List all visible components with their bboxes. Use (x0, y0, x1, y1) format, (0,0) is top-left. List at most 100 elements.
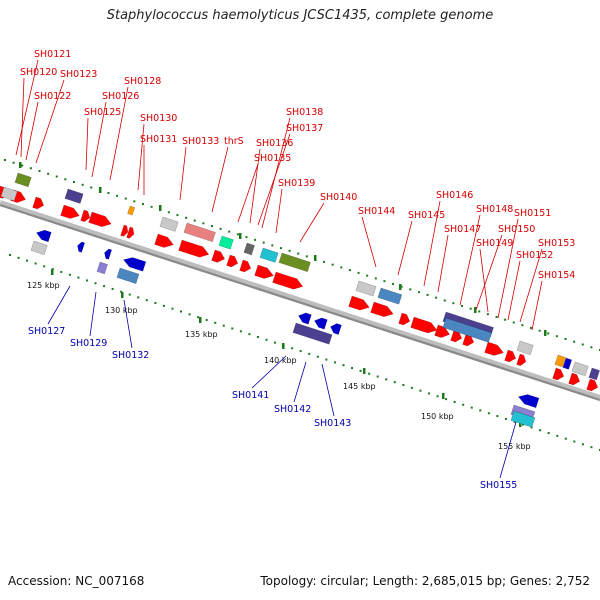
forward-gene-box (377, 287, 403, 305)
tick-dot (162, 304, 165, 307)
tick-dot (333, 361, 336, 364)
reverse-gene-arrow (314, 317, 328, 330)
forward-gene-arrow (239, 259, 252, 273)
upper-tick-row (4, 159, 600, 351)
reverse-label-leader (47, 285, 71, 325)
forward-gene-arrow (516, 353, 527, 366)
forward-gene-arrow (80, 209, 91, 222)
tick-dot (239, 330, 242, 333)
tick-dot (9, 254, 11, 256)
forward-gene-arrow (348, 295, 370, 311)
forward-gene-arrow (370, 301, 394, 318)
forward-gene-label: SH0154 (538, 270, 575, 281)
forward-gene-label: SH0144 (358, 206, 395, 217)
tick-dot (4, 159, 6, 161)
tick-dot (210, 225, 213, 228)
forward-label-leader (437, 234, 449, 293)
genome-summary-text: Topology: circular; Length: 2,685,015 bp… (260, 574, 590, 588)
tick-dot (555, 335, 558, 338)
tick-dot (522, 423, 525, 426)
tick-dot (188, 313, 191, 316)
forward-label-leader (91, 101, 107, 178)
reverse-label-leader (251, 355, 287, 389)
forward-gene-label: SH0147 (444, 224, 481, 235)
tick-dot (34, 262, 37, 265)
forward-label-leader (109, 86, 129, 181)
tick-label: 145 kbp (343, 382, 376, 391)
forward-gene-label: SH0148 (476, 204, 513, 215)
forward-gene-arrow (88, 211, 112, 228)
forward-label-leader (20, 77, 25, 158)
forward-gene-arrow (484, 341, 504, 356)
tick-dot (402, 384, 405, 386)
forward-label-leader (397, 220, 413, 276)
tick-dot (351, 367, 354, 370)
forward-gene-arrow (586, 378, 599, 392)
tick-dot (342, 364, 345, 367)
forward-label-leader (179, 146, 187, 201)
forward-gene-label: SH0136 (256, 138, 293, 149)
forward-gene-box (243, 242, 255, 256)
reverse-gene-box (116, 267, 140, 285)
tick-dot (171, 307, 174, 310)
forward-gene-label: SH0149 (476, 238, 513, 249)
tick-dot (26, 259, 29, 262)
tick-dot (68, 273, 71, 276)
tick-dot (496, 415, 499, 418)
tick-dot (573, 440, 576, 443)
forward-gene-label: SH0152 (516, 250, 553, 261)
reverse-label-leader (321, 363, 335, 417)
major-tick (159, 205, 162, 211)
tick-dot (366, 274, 369, 277)
tick-dot (150, 205, 153, 208)
tick-dot (486, 313, 489, 316)
forward-label-leader (361, 216, 377, 268)
tick-dot (72, 181, 75, 184)
tick-dot (504, 318, 507, 321)
reverse-gene-box (510, 410, 536, 428)
forward-gene-label: SH0130 (140, 113, 177, 124)
forward-label-leader (237, 163, 259, 223)
tick-dot (43, 265, 46, 268)
tick-dot (435, 296, 438, 299)
tick-dot (461, 304, 464, 307)
forward-gene-box (218, 235, 234, 250)
tick-dot (288, 249, 291, 252)
tick-dot (279, 247, 282, 250)
tick-dot (479, 409, 482, 412)
tick-dot (77, 276, 80, 279)
tick-dot (248, 333, 251, 336)
tick-dot (265, 338, 268, 341)
tick-dot (205, 319, 208, 321)
tick-dot (590, 446, 593, 449)
tick-dot (297, 252, 300, 255)
forward-gene-label: SH0128 (124, 76, 161, 87)
reverse-gene-box (292, 322, 333, 345)
reverse-gene-label: SH0155 (480, 480, 517, 491)
forward-gene-label: SH0131 (140, 134, 177, 145)
tick-dot (29, 167, 32, 170)
forward-gene-arrow (226, 254, 239, 268)
genome-backbone (0, 200, 600, 401)
forward-gene-arrow (120, 224, 129, 237)
forward-gene-arrow (410, 316, 438, 334)
forward-gene-box (183, 222, 216, 243)
tick-dot (495, 315, 498, 318)
major-tick (51, 269, 54, 275)
forward-gene-box (127, 205, 136, 216)
tick-dot (547, 332, 550, 335)
major-tick (199, 317, 202, 323)
forward-gene-box (14, 172, 32, 188)
forward-label-leader (275, 188, 283, 234)
reverse-gene-arrow (330, 323, 342, 335)
forward-gene-label: SH0153 (538, 238, 575, 249)
tick-dot (573, 340, 576, 343)
forward-gene-label: SH0123 (60, 69, 97, 80)
forward-gene-arrow (552, 367, 565, 381)
tick-dot (385, 378, 388, 381)
tick-dot (530, 426, 533, 429)
forward-label-leader (257, 133, 291, 226)
major-tick (19, 162, 22, 168)
tick-dot (453, 400, 456, 403)
forward-gene-box (554, 354, 566, 368)
